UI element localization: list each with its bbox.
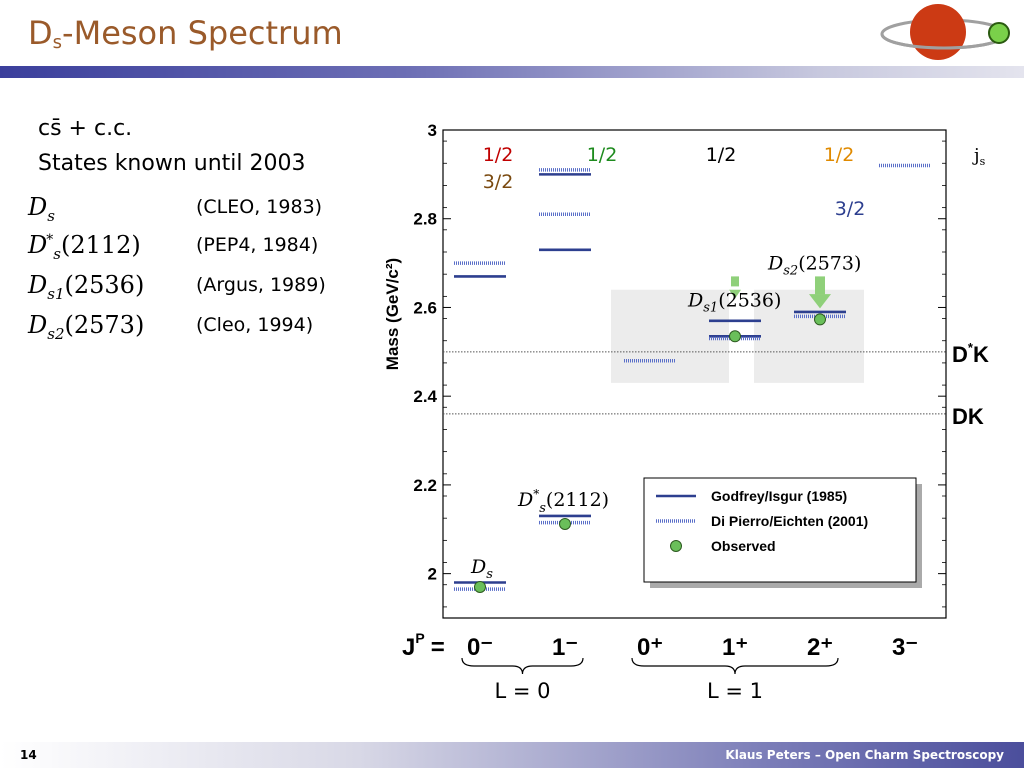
threshold-label: DK [952, 404, 984, 429]
page-number: 14 [20, 748, 37, 762]
planet-logo [880, 4, 1010, 60]
legend-label: Godfrey/Isgur (1985) [711, 488, 847, 504]
y-tick-label: 2.6 [413, 298, 437, 317]
observed-marker [559, 517, 571, 530]
y-tick-label: 3 [428, 121, 437, 140]
state-reference: (PEP4, 1984) [196, 234, 319, 256]
x-tick-label: 3⁻ [892, 634, 918, 661]
state-name: Ds2(2573) [28, 311, 145, 343]
legend-swatch-marker [670, 540, 682, 552]
state-reference: (Cleo, 1994) [196, 314, 314, 336]
j-label: 1/2 [483, 144, 514, 166]
state-annotation: Ds1(2536) [687, 289, 781, 315]
state-reference: (Argus, 1989) [196, 274, 326, 296]
meson-spectrum-chart: 2 2.2 2.4 2.6 2.8 3 Mass (GeV/c²) D*K DK 1/2 3/2 1/… [383, 121, 989, 703]
j-label: 1/2 [706, 144, 737, 166]
y-tick-label: 2.4 [413, 387, 437, 406]
legend-label: Di Pierro/Eichten (2001) [711, 513, 868, 529]
state-annotation: Ds2(2573) [767, 252, 861, 278]
arrow-marker [731, 276, 739, 287]
j-label: 3/2 [835, 198, 866, 220]
arrow-marker [809, 294, 831, 309]
state-annotation: D*s(2112) [517, 487, 609, 516]
legend-label: Observed [711, 538, 776, 554]
state-reference: (CLEO, 1983) [196, 196, 323, 218]
x-tick-label: 1⁺ [722, 634, 748, 661]
plot-frame [442, 129, 947, 619]
l-brace [461, 657, 584, 675]
quark-content: cs̄ + c.c. [38, 116, 133, 141]
shaded-region [754, 289, 864, 383]
l-brace [631, 657, 839, 675]
x-tick-label: 0⁺ [637, 634, 663, 661]
header-bar [0, 66, 1024, 78]
y-tick-label: 2.8 [413, 210, 437, 229]
state-name: Ds1(2536) [28, 271, 145, 303]
y-tick-label: 2 [428, 565, 437, 584]
js-label: js [972, 145, 986, 168]
l-group-label: L = 0 [494, 679, 550, 703]
j-label: 1/2 [824, 144, 855, 166]
j-label: 1/2 [587, 144, 618, 166]
states-heading: States known until 2003 [38, 151, 306, 176]
x-tick-label: 2⁺ [807, 634, 833, 661]
arrow-marker [729, 289, 741, 299]
state-annotation: Ds [470, 556, 493, 582]
footer-text: Klaus Peters – Open Charm Spectroscopy [725, 748, 1004, 762]
arrow-marker [815, 276, 825, 295]
state-name: D*s(2112) [28, 231, 141, 263]
footer-bar [0, 742, 1024, 768]
jp-label: JP = [402, 630, 445, 661]
l-group-label: L = 1 [707, 679, 763, 703]
observed-marker [814, 313, 826, 326]
x-tick-label: 0⁻ [467, 634, 493, 661]
state-name: Ds [28, 193, 55, 225]
observed-marker [474, 580, 486, 593]
y-axis-label: Mass (GeV/c²) [383, 258, 402, 370]
j-label: 3/2 [483, 171, 514, 193]
threshold-label: D*K [952, 340, 989, 367]
observed-marker [729, 330, 741, 343]
x-tick-label: 1⁻ [552, 634, 578, 661]
y-tick-label: 2.2 [413, 476, 437, 495]
slide-title: Ds-Meson Spectrum [28, 14, 343, 53]
